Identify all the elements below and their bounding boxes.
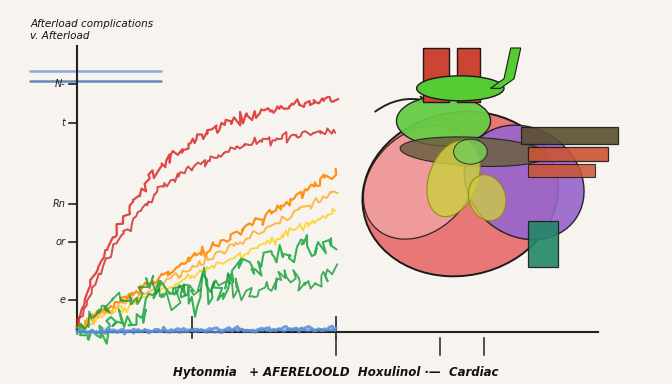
Text: N-: N-: [54, 79, 65, 89]
Text: t: t: [61, 118, 65, 128]
Ellipse shape: [454, 139, 487, 164]
Ellipse shape: [417, 76, 504, 101]
Text: Rn: Rn: [52, 199, 65, 209]
Ellipse shape: [364, 126, 476, 239]
Polygon shape: [491, 48, 521, 88]
Ellipse shape: [400, 137, 548, 167]
Ellipse shape: [464, 125, 584, 240]
Bar: [423, 48, 449, 102]
Ellipse shape: [396, 96, 491, 146]
Ellipse shape: [468, 175, 506, 221]
Bar: [528, 164, 595, 177]
Text: Hytonmia   + AFERELOOLD  Hoxulinol ·—  Cardiac: Hytonmia + AFERELOOLD Hoxulinol ·— Cardi…: [173, 366, 499, 379]
Bar: [457, 48, 480, 102]
Bar: [521, 127, 618, 144]
Text: or: or: [55, 237, 65, 247]
Ellipse shape: [427, 141, 480, 217]
Text: Afterload complications
v. Afterload: Afterload complications v. Afterload: [30, 19, 153, 41]
Text: e: e: [59, 295, 65, 305]
Ellipse shape: [362, 111, 558, 276]
Bar: [528, 147, 608, 161]
Bar: [528, 221, 558, 267]
